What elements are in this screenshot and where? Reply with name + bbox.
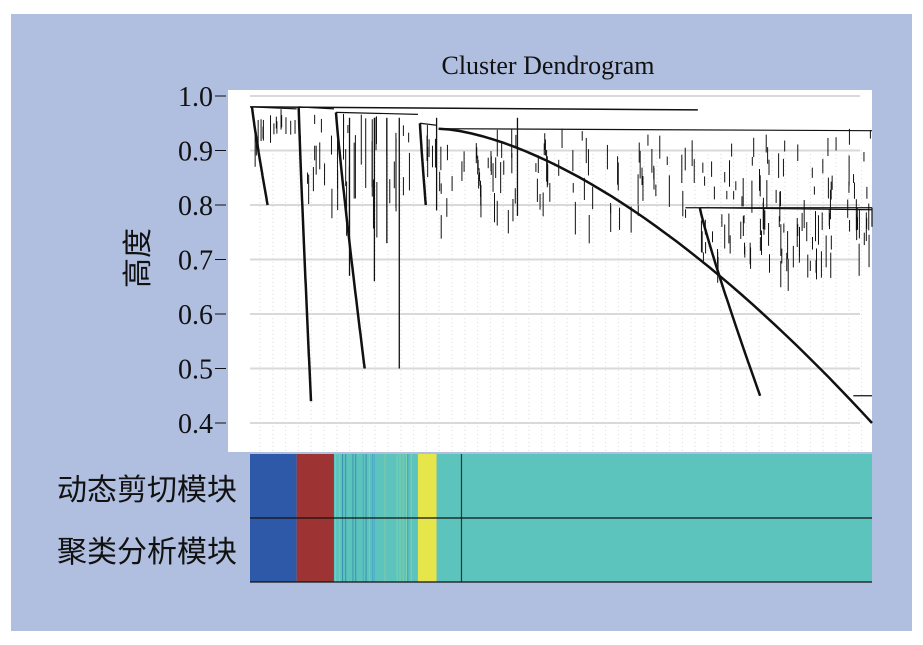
y-axis: 1.0 0.9 0.8 0.7 0.6 0.5 0.4 [178,82,226,440]
module-color-rows [250,454,872,583]
merge-line [335,111,418,115]
module-segment-yellow [417,454,437,518]
cluster-branch-yellow [418,122,437,206]
merge-line [438,128,873,132]
cluster-branch-red [297,106,335,402]
module-segment-yellow [417,518,437,582]
chart-title: Cluster Dendrogram [441,51,654,80]
module-segment-blue [250,454,297,518]
y-tick-label: 0.6 [178,300,213,331]
cluster-branch-blue [250,106,297,206]
merge-line [419,122,437,126]
branch-curve [418,123,428,206]
root-merge-line [249,106,698,111]
dendrogram-tree [249,106,873,424]
module-segment-turquoise [333,518,418,582]
cluster-branch-right-branch [698,207,873,397]
module-segment-blue [250,518,297,582]
cluster-branch-turquoise [438,127,873,424]
row-label-cluster-analysis: 聚类分析模块 [57,536,237,569]
row-label-dynamic-tree-cut: 动态剪切模块 [57,474,237,507]
branch-curve [250,106,269,206]
y-axis-label: 高度 [122,228,155,288]
module-segment-brown [296,518,334,582]
module-row-1 [250,518,872,582]
y-tick-label: 1.0 [178,82,213,113]
y-tick-label: 0.7 [178,246,213,277]
y-tick-label: 0.4 [178,409,213,440]
branch-curve [297,106,313,402]
module-segment-turquoise [436,454,872,518]
branch-curve [438,127,873,424]
module-segment-brown [296,454,334,518]
module-segment-turquoise [436,518,872,582]
y-tick-label: 0.8 [178,191,213,222]
plot-area [228,90,872,452]
y-tick-label: 0.9 [178,137,213,168]
branch-curve [334,112,366,369]
module-row-0 [250,454,872,518]
branch-curve [698,207,762,397]
merge-line [251,106,297,110]
module-segment-turquoise [333,454,418,518]
y-tick-label: 0.5 [178,355,213,386]
merge-line [298,106,335,110]
